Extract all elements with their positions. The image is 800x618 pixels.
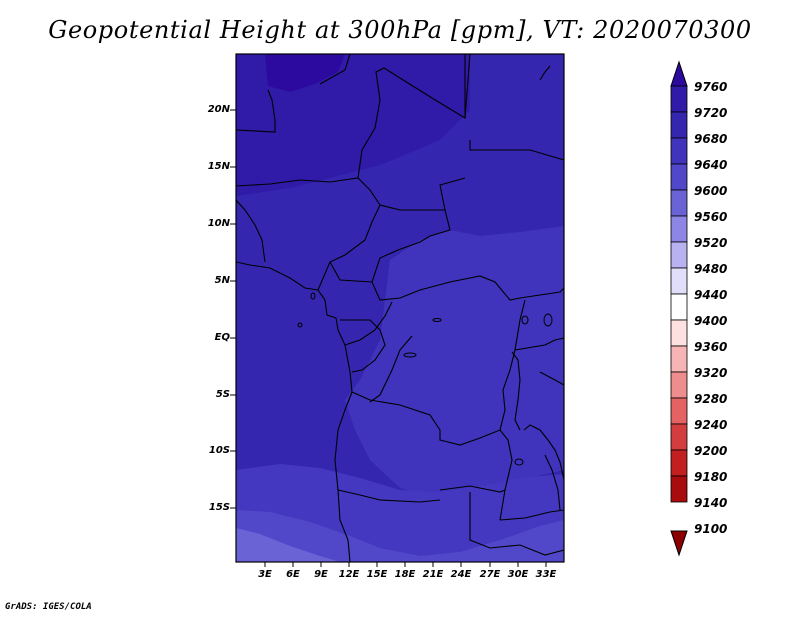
colorbar-swatch <box>670 319 688 347</box>
lon-label-3e: 3E <box>258 569 272 580</box>
colorbar-label: 9100 <box>694 522 728 536</box>
colorbar-swatch <box>670 423 688 451</box>
colorbar-swatch <box>670 371 688 399</box>
map-title: Geopotential Height at 300hPa [gpm], VT:… <box>48 16 752 44</box>
colorbar-swatch <box>670 449 688 477</box>
colorbar-label: 9240 <box>694 418 728 432</box>
colorbar-label: 9760 <box>694 80 728 94</box>
colorbar-swatch <box>670 475 688 503</box>
colorbar-label: 9140 <box>694 496 728 510</box>
colorbar-label: 9320 <box>694 366 728 380</box>
lon-label-15e: 15E <box>366 569 388 580</box>
lat-label-5s: 5S <box>215 389 230 400</box>
lat-label-10n: 10N <box>207 218 230 229</box>
lat-label-20n: 20N <box>207 104 230 115</box>
colorbar-label: 9280 <box>694 392 728 406</box>
fill-band-9600 <box>236 510 564 562</box>
colorbar-swatch <box>670 163 688 191</box>
colorbar-label: 9680 <box>694 132 728 146</box>
colorbar <box>670 60 688 557</box>
lat-label-15s: 15S <box>208 502 230 513</box>
lon-label-30e: 30E <box>507 569 529 580</box>
lat-label-15n: 15N <box>207 161 230 172</box>
colorbar-swatch <box>670 241 688 269</box>
colorbar-label: 9400 <box>694 314 728 328</box>
colorbar-swatch <box>670 267 688 295</box>
colorbar-label: 9520 <box>694 236 728 250</box>
map-panel <box>236 54 564 562</box>
colorbar-label: 9200 <box>694 444 728 458</box>
colorbar-label: 9440 <box>694 288 728 302</box>
colorbar-label: 9480 <box>694 262 728 276</box>
fill-band-9560 <box>236 528 340 562</box>
colorbar-swatch <box>670 111 688 139</box>
colorbar-top-arrow <box>670 60 688 87</box>
lon-ticks <box>264 562 547 567</box>
lat-label-5n: 5N <box>214 275 230 286</box>
lon-label-9e: 9E <box>314 569 328 580</box>
lon-label-27e: 27E <box>479 569 501 580</box>
colorbar-label: 9360 <box>694 340 728 354</box>
lon-label-33e: 33E <box>535 569 557 580</box>
lon-label-21e: 21E <box>422 569 444 580</box>
colorbar-swatch <box>670 215 688 243</box>
colorbar-label: 9640 <box>694 158 728 172</box>
colorbar-label: 9560 <box>694 210 728 224</box>
colorbar-swatch <box>670 85 688 113</box>
colorbar-swatch <box>670 293 688 321</box>
colorbar-label: 9600 <box>694 184 728 198</box>
colorbar-swatch <box>670 345 688 373</box>
colorbar-label: 9180 <box>694 470 728 484</box>
lakes <box>297 292 553 466</box>
credit-text: GrADS: IGES/COLA <box>5 602 92 612</box>
colorbar-swatch <box>670 137 688 165</box>
colorbar-bottom-arrow <box>670 530 688 557</box>
lat-label-10s: 10S <box>208 445 230 456</box>
colorbar-label: 9720 <box>694 106 728 120</box>
lat-label-eq: EQ <box>214 332 230 343</box>
fill-band-9640 <box>345 54 564 496</box>
map-frame <box>235 53 565 563</box>
lat-ticks <box>230 109 236 509</box>
colorbar-swatch <box>670 189 688 217</box>
lon-label-6e: 6E <box>286 569 300 580</box>
lon-label-18e: 18E <box>394 569 416 580</box>
fill-band-9760 <box>265 54 345 92</box>
country-borders <box>236 54 564 562</box>
colorbar-swatch <box>670 397 688 425</box>
lon-label-12e: 12E <box>338 569 360 580</box>
lon-label-24e: 24E <box>450 569 472 580</box>
